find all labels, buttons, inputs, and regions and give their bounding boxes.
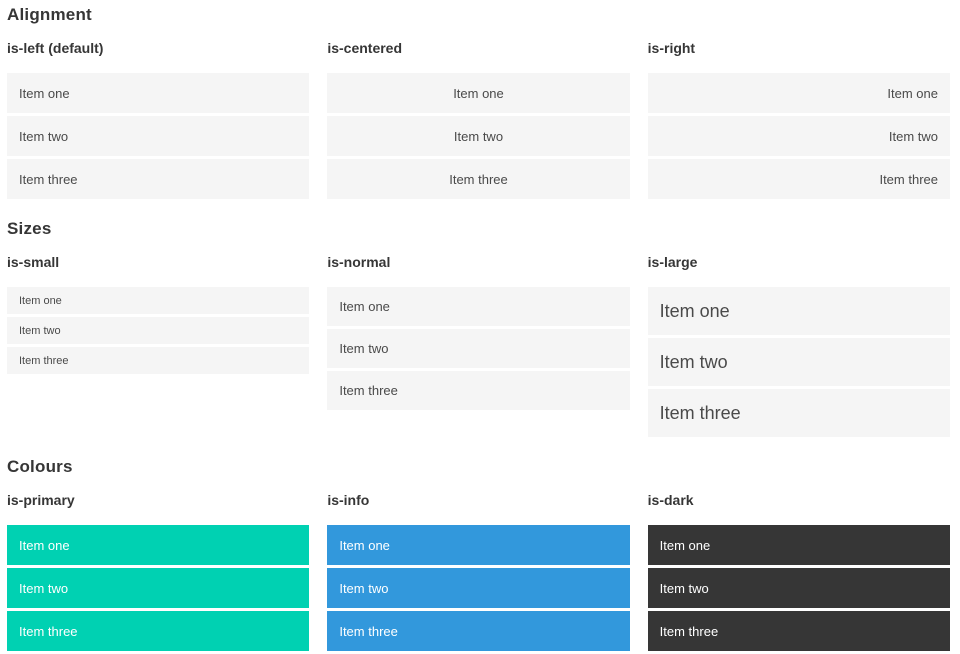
column-heading: is-dark (647, 492, 694, 508)
column-is-left-default: is-left (default) Item one Item two Item t… (7, 40, 310, 199)
section-columns: is-primary Item one Item two Item three is… (7, 492, 950, 651)
list-item[interactable]: Item one (647, 287, 950, 335)
column-is-primary: is-primary Item one Item two Item three (7, 492, 310, 651)
list-item[interactable]: Item two (647, 116, 950, 156)
column-is-info: is-info Item one Item two Item three (327, 492, 630, 651)
list-item[interactable]: Item three (7, 159, 310, 199)
list-item[interactable]: Item three (647, 159, 950, 199)
column-heading: is-left (default) (7, 40, 104, 56)
list-item[interactable]: Item three (327, 611, 630, 651)
list-item[interactable]: Item one (327, 73, 630, 113)
section-title: Sizes (7, 219, 52, 238)
column-is-normal: is-normal Item one Item two Item three (327, 254, 630, 410)
list-item[interactable]: Item three (327, 371, 630, 410)
item-list: Item one Item two Item three (647, 525, 950, 651)
list-item[interactable]: Item two (7, 317, 310, 344)
column-is-right: is-right Item one Item two Item three (647, 40, 950, 199)
list-item[interactable]: Item three (647, 389, 950, 437)
list-item[interactable]: Item two (7, 568, 310, 608)
column-is-large: is-large Item one Item two Item three (647, 254, 950, 437)
list-item[interactable]: Item one (647, 73, 950, 113)
list-item[interactable]: Item two (327, 116, 630, 156)
list-item[interactable]: Item one (647, 525, 950, 565)
list-item[interactable]: Item one (327, 525, 630, 565)
section-columns: is-left (default) Item one Item two Item t… (7, 40, 950, 199)
column-heading: is-small (7, 254, 60, 270)
item-list: Item one Item two Item three (647, 73, 950, 199)
column-heading: is-large (647, 254, 698, 270)
list-item[interactable]: Item one (327, 287, 630, 326)
list-item[interactable]: Item three (7, 347, 310, 374)
list-component-demo-page: Alignment is-left (default) Item one Item… (7, 5, 950, 651)
item-list: Item one Item two Item three (7, 73, 310, 199)
list-item[interactable]: Item three (7, 611, 310, 651)
section-title: Alignment (7, 5, 92, 24)
column-is-dark: is-dark Item one Item two Item three (647, 492, 950, 651)
list-item[interactable]: Item two (647, 338, 950, 386)
section-title: Colours (7, 457, 73, 476)
column-heading: is-primary (7, 492, 75, 508)
section-columns: is-small Item one Item two Item three is-n… (7, 254, 950, 437)
list-item[interactable]: Item two (647, 568, 950, 608)
column-heading: is-right (647, 40, 696, 56)
list-item[interactable]: Item two (327, 568, 630, 608)
item-list: Item one Item two Item three (327, 525, 630, 651)
list-item[interactable]: Item three (327, 159, 630, 199)
item-list: Item one Item two Item three (7, 287, 310, 374)
section-colours: Colours is-primary Item one Item two Item … (7, 457, 950, 651)
column-heading: is-normal (327, 254, 391, 270)
column-is-small: is-small Item one Item two Item three (7, 254, 310, 374)
list-item[interactable]: Item one (7, 287, 310, 314)
section-sizes: Sizes is-small Item one Item two Item thre… (7, 219, 950, 437)
list-item[interactable]: Item three (647, 611, 950, 651)
item-list: Item one Item two Item three (327, 287, 630, 410)
list-item[interactable]: Item one (7, 525, 310, 565)
item-list: Item one Item two Item three (327, 73, 630, 199)
list-item[interactable]: Item two (7, 116, 310, 156)
list-item[interactable]: Item one (7, 73, 310, 113)
list-item[interactable]: Item two (327, 329, 630, 368)
column-is-centered: is-centered Item one Item two Item three (327, 40, 630, 199)
section-alignment: Alignment is-left (default) Item one Item… (7, 5, 950, 199)
item-list: Item one Item two Item three (647, 287, 950, 437)
column-heading: is-centered (327, 40, 403, 56)
item-list: Item one Item two Item three (7, 525, 310, 651)
column-heading: is-info (327, 492, 370, 508)
